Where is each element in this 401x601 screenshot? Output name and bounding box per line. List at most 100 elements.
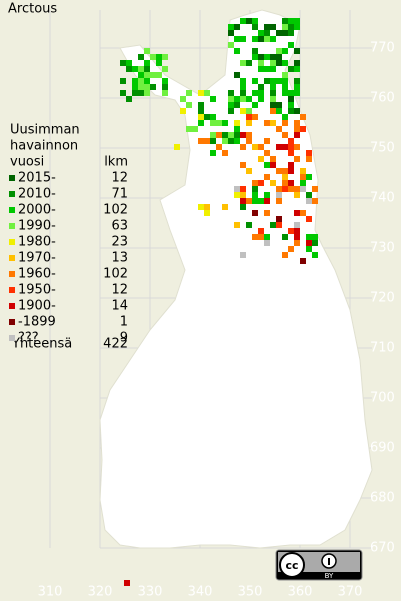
- observation-square: [210, 132, 216, 138]
- observation-square: [162, 78, 168, 84]
- observation-square: [240, 60, 246, 66]
- legend-count: 13: [111, 251, 128, 266]
- observation-square: [132, 84, 138, 90]
- observation-square: [124, 580, 130, 586]
- observation-square: [306, 240, 312, 246]
- observation-square: [306, 174, 312, 180]
- observation-square: [240, 204, 246, 210]
- observation-square: [228, 138, 234, 144]
- observation-square: [138, 90, 144, 96]
- legend-label: 1900-: [18, 299, 56, 314]
- legend-swatch: [9, 175, 15, 181]
- observation-square: [264, 234, 270, 240]
- observation-square: [138, 54, 144, 60]
- observation-square: [204, 90, 210, 96]
- observation-square: [234, 186, 240, 192]
- observation-square: [270, 66, 276, 72]
- observation-square: [156, 72, 162, 78]
- observation-square: [282, 174, 288, 180]
- observation-square: [294, 192, 300, 198]
- legend-count: 63: [111, 219, 128, 234]
- observation-square: [300, 114, 306, 120]
- x-tick-label: 340: [188, 585, 213, 600]
- observation-square: [234, 126, 240, 132]
- observation-square: [276, 108, 282, 114]
- observation-square: [252, 144, 258, 150]
- observation-square: [252, 24, 258, 30]
- observation-square: [282, 30, 288, 36]
- observation-square: [258, 96, 264, 102]
- observation-square: [186, 126, 192, 132]
- observation-square: [306, 192, 312, 198]
- legend-total-label: Yhteensä: [11, 337, 72, 352]
- observation-square: [312, 252, 318, 258]
- legend-label: 1950-: [18, 283, 56, 298]
- observation-square: [204, 138, 210, 144]
- observation-square: [240, 162, 246, 168]
- observation-square: [282, 120, 288, 126]
- legend-count: 9: [120, 331, 128, 346]
- y-tick-label: 710: [370, 341, 395, 356]
- observation-square: [144, 66, 150, 72]
- observation-square: [282, 114, 288, 120]
- observation-square: [216, 132, 222, 138]
- y-tick-label: 720: [370, 291, 395, 306]
- observation-square: [264, 36, 270, 42]
- observation-square: [288, 144, 294, 150]
- observation-square: [282, 84, 288, 90]
- observation-square: [270, 180, 276, 186]
- observation-square: [276, 216, 282, 222]
- observation-square: [294, 60, 300, 66]
- license-label: BY: [325, 572, 334, 580]
- observation-square: [198, 102, 204, 108]
- observation-square: [240, 96, 246, 102]
- observation-square: [294, 78, 300, 84]
- observation-square: [234, 96, 240, 102]
- observation-square: [180, 108, 186, 114]
- observation-square: [144, 72, 150, 78]
- license-icon: cc: [285, 559, 298, 572]
- legend-count: 23: [111, 235, 128, 250]
- observation-square: [252, 78, 258, 84]
- observation-square: [258, 180, 264, 186]
- observation-square: [306, 234, 312, 240]
- observation-square: [276, 54, 282, 60]
- observation-square: [198, 108, 204, 114]
- observation-square: [282, 132, 288, 138]
- observation-square: [270, 222, 276, 228]
- observation-square: [276, 48, 282, 54]
- observation-square: [306, 156, 312, 162]
- observation-square: [240, 18, 246, 24]
- observation-square: [294, 132, 300, 138]
- observation-square: [264, 150, 270, 156]
- observation-square: [186, 102, 192, 108]
- observation-square: [276, 168, 282, 174]
- observation-square: [246, 18, 252, 24]
- observation-square: [264, 120, 270, 126]
- y-tick-label: 730: [370, 241, 395, 256]
- observation-square: [252, 210, 258, 216]
- observation-square: [246, 132, 252, 138]
- y-tick-label: 700: [370, 391, 395, 406]
- observation-square: [162, 90, 168, 96]
- y-tick-label: 740: [370, 191, 395, 206]
- observation-square: [228, 132, 234, 138]
- observation-square: [252, 234, 258, 240]
- observation-square: [270, 156, 276, 162]
- observation-square: [258, 198, 264, 204]
- y-tick-label: 760: [370, 91, 395, 106]
- observation-square: [270, 162, 276, 168]
- observation-square: [270, 78, 276, 84]
- observation-square: [276, 198, 282, 204]
- observation-square: [240, 186, 246, 192]
- observation-square: [150, 84, 156, 90]
- observation-square: [198, 90, 204, 96]
- observation-square: [144, 90, 150, 96]
- observation-square: [228, 90, 234, 96]
- observation-square: [240, 36, 246, 42]
- observation-square: [294, 84, 300, 90]
- y-tick-label: 770: [370, 41, 395, 56]
- observation-square: [264, 138, 270, 144]
- legend-swatch: [9, 207, 15, 213]
- observation-square: [270, 120, 276, 126]
